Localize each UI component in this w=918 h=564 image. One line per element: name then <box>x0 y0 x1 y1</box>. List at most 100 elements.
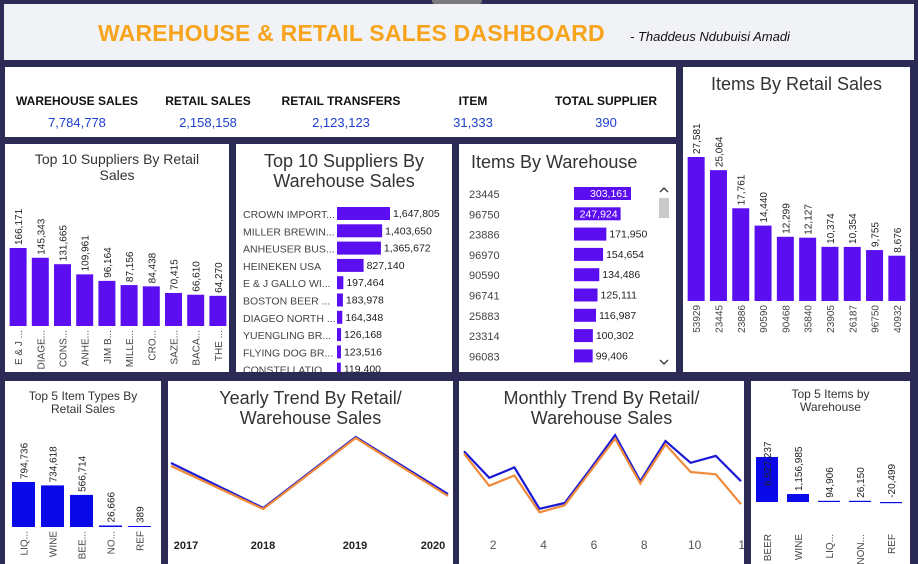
header-bar: WAREHOUSE & RETAIL SALES DASHBOARD - Tha… <box>4 4 914 60</box>
panel-title: Top 10 Suppliers By Warehouse Sales <box>263 151 425 192</box>
retail-suppliers-chart: 166,171 E & J ... 145,343 DIAGE... 131,665 CO… <box>9 208 227 369</box>
list-scrollbar[interactable] <box>658 184 670 370</box>
category-label: DIAGE... <box>36 330 47 369</box>
bar <box>687 157 705 301</box>
bar <box>799 237 817 301</box>
series-line <box>463 433 742 511</box>
bar <box>880 502 902 504</box>
bar-value-label: 1,403,650 <box>385 225 432 237</box>
kpi-panel <box>5 67 676 137</box>
category-label: CRO... <box>147 330 158 361</box>
x-tick-label: 10 <box>688 538 702 552</box>
bar-value-label: 183,978 <box>346 295 384 307</box>
kpi-value: 390 <box>595 115 617 130</box>
category-label: CONSTELLATIO... <box>243 365 331 372</box>
author-name: - Thaddeus Ndubuisi Amadi <box>630 29 790 44</box>
category-label: BACA... <box>192 330 203 366</box>
bar-value-label: 116,987 <box>599 310 636 322</box>
bar-value-label: 171,950 <box>609 229 647 241</box>
bar-value-label: 84,438 <box>147 252 158 283</box>
panel-title: Monthly Trend By Retail/ Warehouse Sales <box>503 388 700 429</box>
bar <box>209 295 227 326</box>
items-warehouse-panel: Items By Warehouse 23445 303,161 96750 247,… <box>459 144 676 372</box>
kpi-label: WAREHOUSE SALES <box>15 94 138 108</box>
bar-value-label: 27,581 <box>692 123 703 154</box>
category-label: 96750 <box>469 209 500 221</box>
x-tick-label: 2017 <box>174 540 198 552</box>
category-label: 35840 <box>804 305 815 333</box>
category-label: MILLER BREWIN... <box>243 226 335 238</box>
category-label: 23445 <box>469 189 500 201</box>
bar <box>574 329 593 343</box>
kpi-warehouse-sales: WAREHOUSE SALES 7,784,778 <box>14 94 140 130</box>
kpi-label: RETAIL TRANSFERS <box>281 94 401 108</box>
bar-value-label: 566,714 <box>78 455 89 492</box>
bar-value-label: 100,302 <box>596 330 634 342</box>
bar <box>574 227 607 241</box>
bar <box>54 264 71 326</box>
x-tick-label: 4 <box>540 538 547 552</box>
bar <box>12 482 35 527</box>
kpi-value: 2,123,123 <box>312 115 370 130</box>
bar-value-label: 66,610 <box>192 261 203 292</box>
scroll-up-arrow-icon[interactable] <box>659 186 669 193</box>
bar-value-label: 10,354 <box>848 213 859 244</box>
bar-value-label: 87,156 <box>125 251 136 282</box>
bar <box>41 485 64 527</box>
bar-value-label: 109,961 <box>81 235 92 272</box>
category-label: 90590 <box>469 270 500 282</box>
panel-title: Top 5 Item Types By Retail Sales <box>28 389 138 417</box>
bar <box>31 257 49 326</box>
top-handle <box>432 0 482 4</box>
category-label: E & J ... <box>14 330 25 365</box>
bar-value-label: 164,348 <box>345 312 383 324</box>
panel-title: Items By Retail Sales <box>710 74 883 94</box>
bar <box>337 362 341 372</box>
panel-title: Top 5 Items by Warehouse <box>791 387 870 415</box>
category-label: 25883 <box>469 311 500 323</box>
kpi-value: 2,158,158 <box>179 115 237 130</box>
bar-value-label: -20,499 <box>887 463 898 497</box>
x-tick-label: 6 <box>591 538 598 552</box>
bar <box>574 207 621 221</box>
category-label: 23886 <box>737 305 748 333</box>
category-label: 96970 <box>469 250 500 262</box>
category-label: REF <box>136 531 147 551</box>
category-label: NON... <box>856 534 867 564</box>
bar <box>821 246 839 301</box>
bar-value-label: 96,164 <box>103 247 114 278</box>
bar <box>99 525 122 527</box>
bar <box>337 241 381 255</box>
x-tick-label: 2 <box>490 538 497 552</box>
bar <box>574 247 604 261</box>
bar-value-label: 734,618 <box>49 446 60 483</box>
x-tick-label: 2019 <box>343 540 367 552</box>
items-retail-chart: 27,581 53929 25,064 23445 17,761 23886 14,440 9… <box>687 123 906 333</box>
kpi-retail-transfers: RETAIL TRANSFERS 2,123,123 <box>276 94 406 130</box>
bar-value-label: 8,676 <box>893 227 904 252</box>
item-types-chart: 794,736 LIQ... 734,618 WINE 566,714 BEE... 26,… <box>12 442 151 559</box>
bar-value-label: 10,374 <box>826 213 837 244</box>
bar <box>754 225 772 301</box>
warehouse-suppliers-panel: Top 10 Suppliers By Warehouse Sales CROW… <box>236 144 452 372</box>
bar-value-label: 247,924 <box>580 208 618 220</box>
series-line <box>463 436 742 514</box>
bar-value-label: 26,666 <box>107 491 118 522</box>
kpi-label: ITEM <box>458 94 488 108</box>
retail-suppliers-panel: Top 10 Suppliers By Retail Sales 166,171… <box>5 144 229 372</box>
series-line <box>170 436 449 511</box>
category-label: REF <box>887 534 898 554</box>
scroll-down-arrow-icon[interactable] <box>659 359 669 366</box>
scroll-thumb[interactable] <box>659 198 669 218</box>
category-label: HEINEKEN USA <box>243 261 321 273</box>
category-label: WINE <box>794 534 805 560</box>
category-label: NO... <box>107 531 118 554</box>
monthly-trend-panel: Monthly Trend By Retail/ Warehouse Sales… <box>459 381 744 564</box>
kpi-item: ITEM 31,333 <box>438 94 508 130</box>
bar <box>337 328 342 342</box>
bar <box>9 248 27 326</box>
bar <box>165 292 182 326</box>
category-label: BEE... <box>78 531 89 559</box>
category-label: WINE <box>49 531 60 557</box>
category-label: 90590 <box>759 305 770 333</box>
